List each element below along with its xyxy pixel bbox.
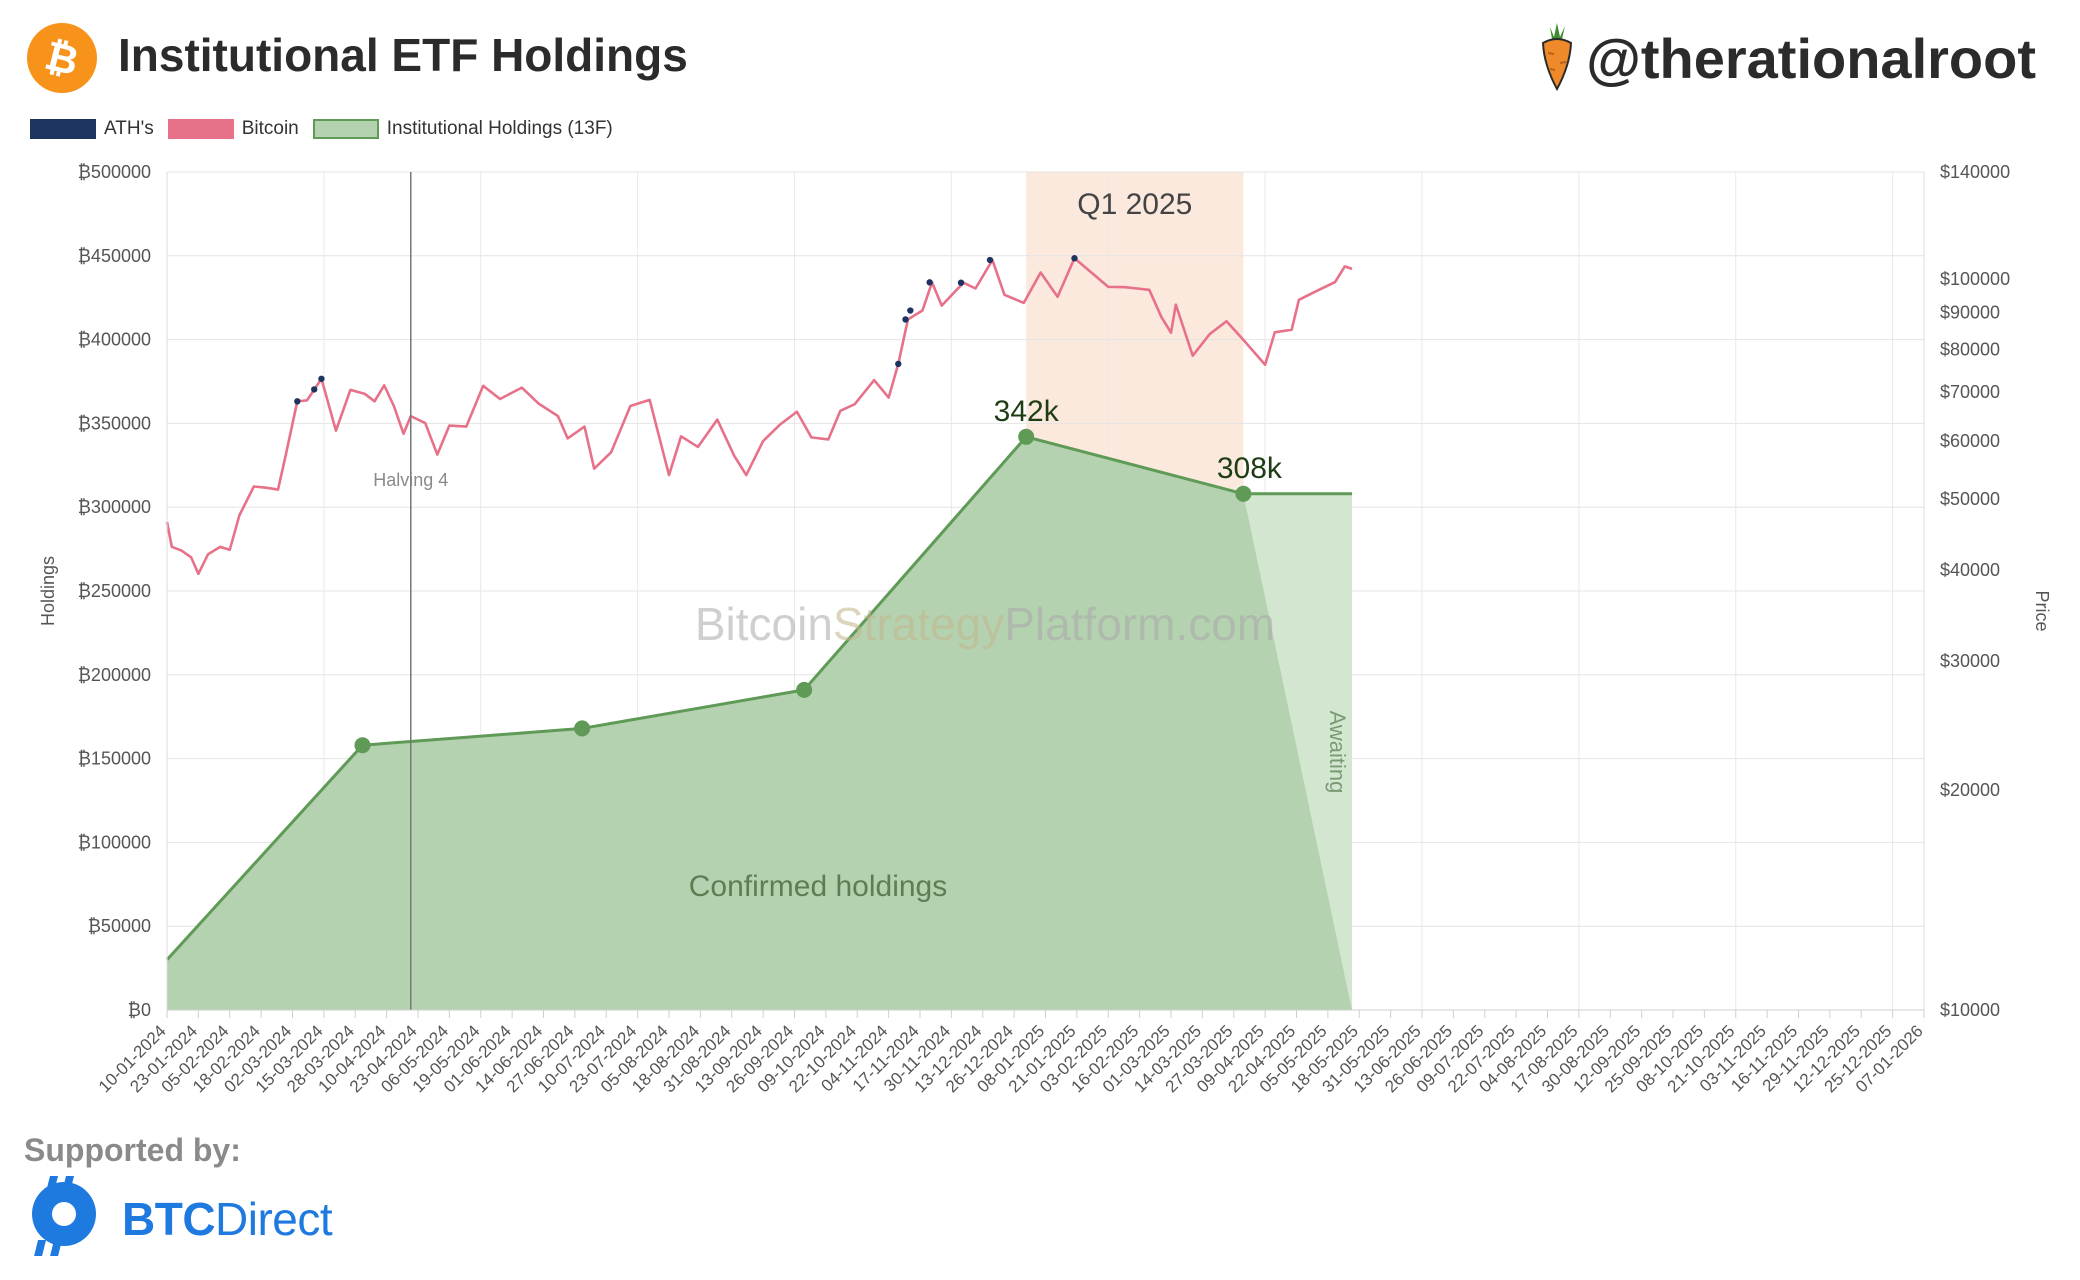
- holdings-point: [796, 681, 813, 698]
- y-left-axis-title: Holdings: [38, 556, 58, 626]
- ath-point: [926, 279, 933, 286]
- halving-label: Halving 4: [373, 470, 448, 490]
- watermark-part-2: Strategy: [833, 598, 1004, 650]
- y-left-tick-label: ₿150000: [78, 749, 151, 769]
- ath-point: [986, 256, 994, 264]
- y-right-tick-label: $50000: [1940, 489, 2000, 509]
- y-right-tick-label: $60000: [1940, 431, 2000, 451]
- btcdirect-logo-icon: [30, 1176, 100, 1261]
- y-right-tick-label: $10000: [1940, 1000, 2000, 1020]
- supported-by-label: Supported by:: [24, 1132, 241, 1168]
- legend-item-ath[interactable]: ATH's: [30, 118, 154, 140]
- sponsor-logo[interactable]: BTCDirect: [30, 1176, 333, 1261]
- y-left-tick-label: ₿350000: [78, 413, 151, 433]
- chart-legend: ATH's Bitcoin Institutional Holdings (13…: [30, 118, 627, 140]
- watermark-part-1: Bitcoin: [695, 598, 833, 650]
- author-handle-block: @therationalroot: [1540, 18, 2036, 98]
- bitcoin-icon: ₿: [26, 22, 98, 94]
- y-right-tick-label: $30000: [1940, 651, 2000, 671]
- y-left-tick-label: ₿300000: [78, 497, 151, 517]
- holdings-point: [574, 720, 591, 737]
- ath-point: [902, 316, 909, 323]
- y-right-tick-label: $140000: [1940, 162, 2010, 182]
- holdings-chart: Halving 4 Q1 2025 342k 308k Awaiting Confirme…: [38, 162, 2052, 1096]
- watermark-part-3: Platform.com: [1004, 598, 1275, 650]
- y-right-tick-label: $70000: [1940, 382, 2000, 402]
- legend-swatch-holdings: [312, 119, 379, 139]
- ath-point: [957, 279, 965, 286]
- legend-swatch-ath: [30, 119, 96, 139]
- y-left-tick-label: ₿50000: [88, 916, 151, 936]
- carrot-icon: [1540, 21, 1574, 96]
- y-right-tick-label: $80000: [1940, 340, 2000, 360]
- ath-point: [311, 386, 318, 393]
- y-left-tick-label: ₿200000: [78, 665, 151, 685]
- ath-point: [895, 360, 902, 368]
- legend-item-bitcoin[interactable]: Bitcoin: [167, 118, 299, 140]
- holdings-point: [1235, 485, 1252, 502]
- sponsor-name-bold: BTC: [122, 1192, 216, 1245]
- y-left-tick-label: ₿100000: [78, 832, 151, 852]
- y-right-tick-label: $100000: [1940, 269, 2010, 289]
- legend-swatch-bitcoin: [167, 119, 234, 139]
- y-left-tick-label: ₿450000: [78, 246, 151, 266]
- y-right-tick-label: $40000: [1940, 560, 2000, 580]
- y-left-tick-label: ₿0: [128, 1000, 151, 1020]
- y-right-axis-title: Price: [2032, 590, 2052, 631]
- legend-label-holdings: Institutional Holdings (13F): [386, 118, 613, 139]
- ath-point: [907, 307, 914, 314]
- legend-label-bitcoin: Bitcoin: [241, 118, 299, 139]
- holdings-label-342k: 342k: [994, 395, 1060, 428]
- ath-point: [318, 375, 325, 382]
- y-left-tick-label: ₿250000: [78, 581, 151, 601]
- y-right-tick-label: $90000: [1940, 302, 2000, 322]
- ath-point: [1071, 255, 1078, 262]
- holdings-label-308k: 308k: [1217, 452, 1283, 485]
- author-handle: @therationalroot: [1586, 26, 2036, 90]
- legend-item-holdings[interactable]: Institutional Holdings (13F): [312, 118, 613, 140]
- y-left-tick-label: ₿400000: [78, 330, 151, 350]
- page-title: Institutional ETF Holdings: [118, 29, 688, 81]
- watermark-text: BitcoinStrategyPlatform.com: [695, 598, 1275, 650]
- sponsor-name-rest: Direct: [215, 1192, 333, 1245]
- q1-2025-label: Q1 2025: [1077, 188, 1192, 221]
- awaiting-area: [1243, 493, 1353, 1010]
- confirmed-holdings-area: [167, 436, 1353, 1011]
- ath-point: [294, 398, 301, 405]
- sponsor-name: BTCDirect: [122, 1192, 333, 1246]
- confirmed-holdings-label: Confirmed holdings: [689, 870, 947, 903]
- holdings-point: [1018, 428, 1035, 445]
- y-right-tick-label: $20000: [1940, 780, 2000, 800]
- legend-label-ath: ATH's: [104, 118, 154, 139]
- y-left-tick-label: ₿500000: [78, 162, 151, 182]
- awaiting-label: Awaiting: [1325, 711, 1350, 794]
- holdings-point: [354, 737, 371, 754]
- bitcoin-price-line: [165, 256, 1353, 576]
